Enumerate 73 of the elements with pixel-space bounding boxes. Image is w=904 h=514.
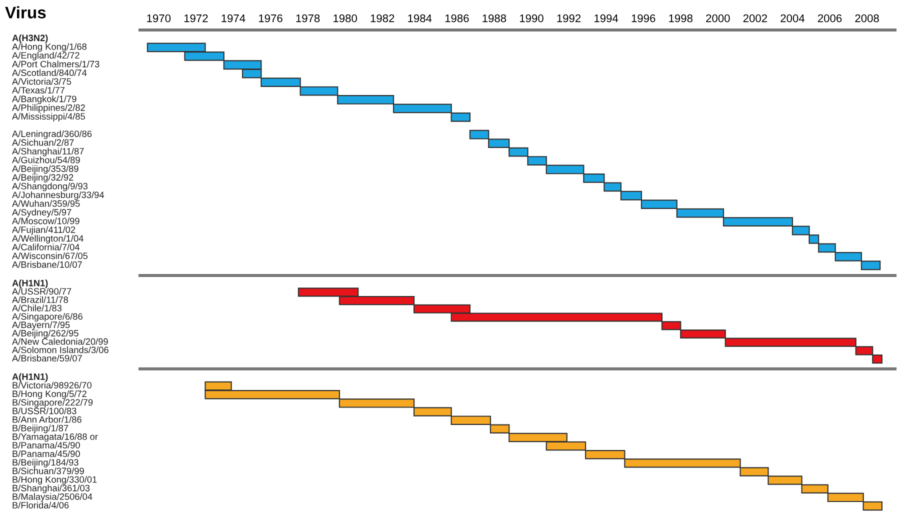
y-tick-label: A/Mississippi/4/85	[12, 112, 85, 122]
y-tick-label: A(H1N1)	[12, 280, 48, 288]
y-tick-label: A/Bangkok/1/79	[12, 95, 76, 104]
y-tick-label: A/Wisconsin/67/05	[12, 252, 88, 260]
y-tick-label: A/England/42/72	[12, 52, 80, 60]
y-tick-label: A/Sichuan/2/87	[12, 139, 74, 146]
x-tick-label: 2000	[706, 14, 730, 22]
y-tick-label: A/Sydney/5/97	[12, 208, 72, 218]
y-tick-label: B/Sichuan/379/99	[12, 467, 84, 474]
y-tick-label: B/Singapore/222/79	[12, 398, 93, 408]
y-tick-label: A(H3N2)	[12, 34, 48, 43]
y-tick-label: A/New Caledonia/20/99	[12, 338, 108, 345]
x-tick-label: 1976	[258, 14, 282, 22]
y-tick-label: A/Scotland/840/74	[12, 69, 87, 76]
y-tick-label: B/Yamagata/16/88 or	[12, 433, 98, 442]
y-tick-label: A/Wuhan/359/95	[12, 200, 80, 207]
x-tick-label: 1992	[557, 14, 581, 22]
y-tick-label: A/Guizhou/54/89	[12, 156, 80, 164]
y-tick-label: A/Fujian/411/02	[12, 226, 76, 235]
y-tick-label: B/Ann Arbor/1/86	[12, 416, 82, 423]
x-tick-label: 1982	[370, 14, 394, 22]
y-tick-label: A/USSR/90/77	[12, 288, 72, 295]
y-tick-label: A/Leningrad/360/86	[12, 130, 92, 139]
y-tick-label: A/Port Chalmers/1/73	[12, 60, 100, 68]
y-tick-label: B/Hong Kong/330/01	[12, 476, 97, 485]
y-axis-title: Virus	[5, 6, 46, 18]
x-tick-label: 1980	[334, 14, 357, 22]
y-tick-label: A/Wellington/1/04	[12, 234, 84, 244]
x-tick-label: 1974	[222, 14, 246, 22]
x-tick-label: 1978	[296, 14, 320, 22]
y-tick-label: A/Brazil/11/78	[12, 296, 68, 304]
y-tick-label: A/Shangdong/9/93	[12, 182, 88, 192]
y-tick-label: A/Moscow/10/99	[12, 218, 80, 224]
x-tick-label: 1990	[520, 14, 544, 22]
y-tick-label: A/Victoria/3/75	[12, 78, 72, 85]
y-tick-label: B/Hong Kong/5/72	[12, 390, 86, 399]
y-tick-label: A/Johannesburg/33/94	[12, 191, 104, 200]
y-tick-label: A/Singapore/6/86	[12, 312, 82, 322]
y-tick-label: A/Bayern/7/95	[12, 321, 70, 330]
y-tick-label: B/Panama/45/90	[12, 450, 80, 458]
x-tick-label: 1998	[669, 14, 692, 22]
y-tick-label: A/Chile/1/83	[12, 304, 62, 312]
y-tick-label: B/USSR/100/83	[12, 407, 76, 414]
x-tick-label: 1970	[147, 14, 171, 22]
y-tick-label: B/Beijing/184/93	[12, 458, 78, 468]
x-tick-label: 2002	[743, 14, 767, 22]
y-tick-label: B/Malaysia/2506/04	[12, 493, 92, 502]
y-tick-label: A/Beijing/32/92	[12, 174, 74, 182]
y-tick-label: A(H1N1)	[12, 373, 48, 382]
y-tick-label: A/Texas/1/77	[12, 86, 65, 94]
y-tick-label: A/Beijing/353/89	[12, 165, 78, 174]
y-tick-label: A/Philippines/2/82	[12, 104, 85, 113]
y-tick-label: B/Florida/4/06	[12, 502, 69, 508]
y-tick-label: A/Brisbane/10/07	[12, 261, 82, 268]
x-tick-label: 1984	[408, 14, 432, 22]
x-tick-label: 1994	[594, 14, 618, 22]
y-tick-label: B/Panama/45/90	[12, 442, 80, 448]
y-tick-label: A/Shanghai/11/87	[12, 148, 84, 156]
y-tick-label: A/Solomon Islands/3/06	[12, 346, 108, 354]
x-tick-label: 1988	[482, 14, 506, 22]
x-tick-label: 2008	[855, 14, 879, 22]
y-tick-label: B/Victoria/98926/70	[12, 382, 92, 389]
y-tick-label: B/Beijing/1/87	[12, 424, 68, 434]
x-tick-label: 1972	[184, 14, 208, 22]
y-tick-label: A/Brisbane/59/07	[12, 354, 82, 362]
y-tick-label: A/Beijing/262/95	[12, 330, 78, 338]
x-tick-label: 1986	[445, 14, 469, 22]
x-tick-label: 1996	[632, 14, 656, 22]
y-tick-label: A/California/7/04	[12, 244, 80, 250]
y-tick-label: B/Shanghai/361/03	[12, 484, 90, 494]
x-tick-label: 2004	[780, 14, 805, 22]
y-tick-label: A/Hong Kong/1/68	[12, 43, 87, 52]
x-tick-label: 2006	[818, 14, 842, 22]
